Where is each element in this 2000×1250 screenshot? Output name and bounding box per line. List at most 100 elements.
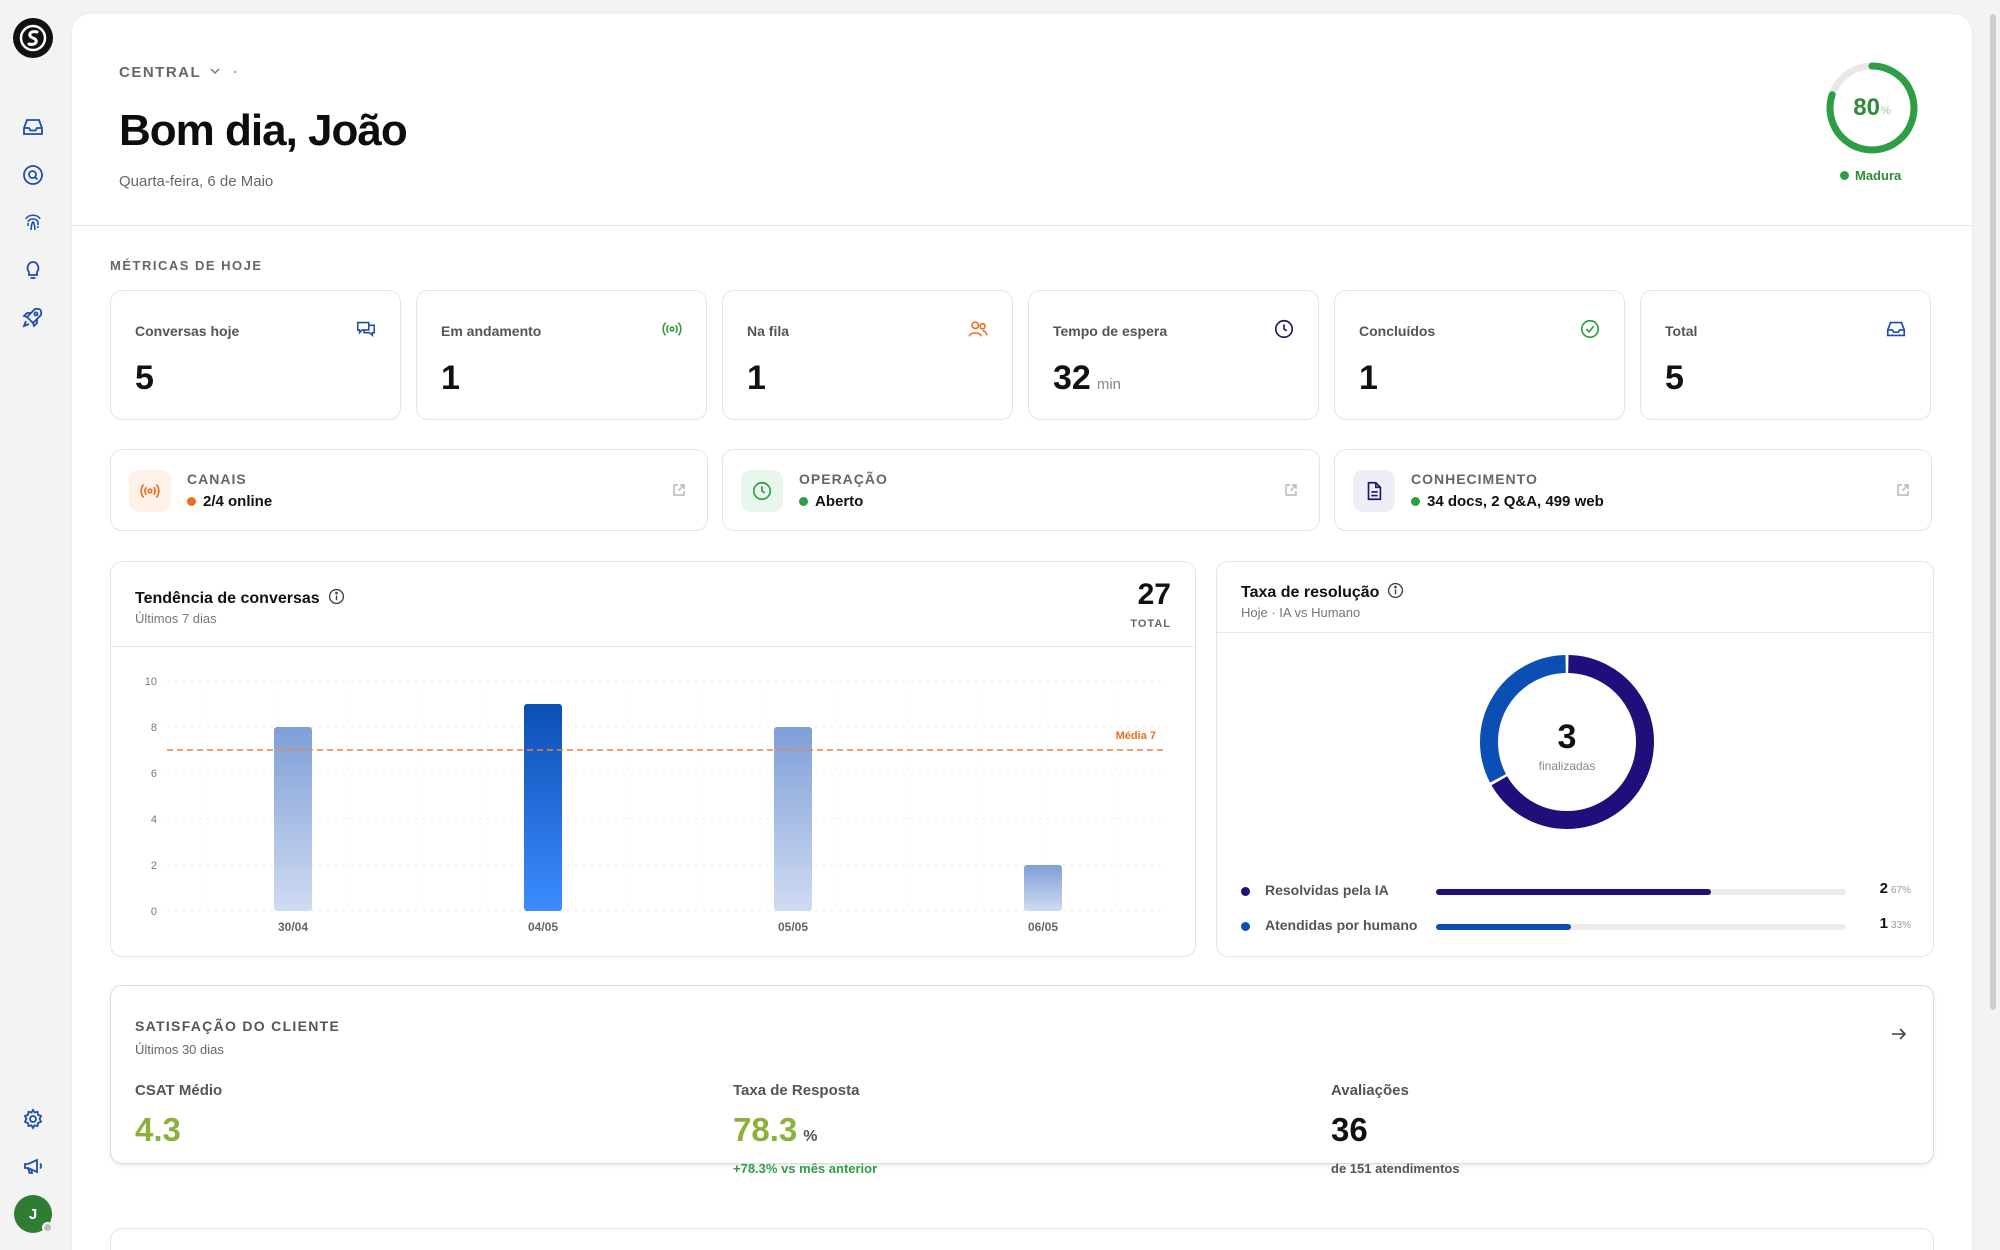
donut-segment[interactable] — [1491, 655, 1654, 829]
chart-bar[interactable] — [774, 727, 812, 911]
x-tick-label: 05/05 — [778, 920, 808, 934]
broadcast-icon — [129, 470, 171, 512]
y-tick-label: 4 — [151, 814, 157, 826]
resolution-row-ia: Resolvidas pela IA 2 67% — [1241, 880, 1911, 901]
chart-title: Tendência de conversas — [135, 588, 345, 610]
resolution-subtitle: Hoje · IA vs Humano — [1241, 605, 1361, 620]
satisfaction-subtitle: Últimos 30 dias — [135, 1042, 224, 1057]
inbox-icon — [1884, 317, 1908, 341]
maturity-value: 80% — [1853, 94, 1891, 121]
chart-subtitle: Últimos 7 dias — [135, 611, 217, 626]
metric-card-concluidos[interactable]: Concluídos 1 — [1334, 290, 1625, 420]
metric-label: Concluídos — [1359, 323, 1436, 339]
metrics-section-title: MÉTRICAS DE HOJE — [110, 258, 263, 273]
legend-dot — [1241, 887, 1250, 896]
kpi-note: de 151 atendimentos — [1331, 1161, 1460, 1176]
chart-bar[interactable] — [1024, 865, 1062, 911]
info-icon[interactable] — [328, 588, 345, 610]
clock-icon — [741, 470, 783, 512]
metric-card-conversas-hoje[interactable]: Conversas hoje 5 — [110, 290, 401, 420]
resolution-row-humano: Atendidas por humano 1 33% — [1241, 915, 1911, 936]
external-link-icon[interactable] — [1283, 482, 1301, 500]
status-value: Aberto — [799, 493, 863, 510]
rocket-icon[interactable] — [19, 303, 47, 331]
metric-value: 5 — [135, 359, 154, 397]
kpi-label: Avaliações — [1331, 1082, 1409, 1099]
maturity-gauge[interactable]: 80% — [1824, 60, 1920, 156]
x-tick-label: 30/04 — [278, 920, 308, 934]
status-title: OPERAÇÃO — [799, 471, 888, 487]
trend-chart: Média 7 0 2 4 6 8 10 30/04 04/05 05/05 06/05 — [145, 676, 1166, 934]
donut-center-label: finalizadas — [1538, 759, 1596, 773]
breadcrumb[interactable]: CENTRAL · — [119, 64, 240, 81]
chart-bar[interactable] — [274, 727, 312, 911]
divider — [111, 646, 1195, 647]
trend-chart-card: Tendência de conversas Últimos 7 dias 27… — [110, 561, 1196, 957]
sidebar: J — [0, 0, 68, 1250]
progress-fill — [1436, 889, 1711, 895]
current-date: Quarta-feira, 6 de Maio — [119, 173, 274, 190]
inbox-icon[interactable] — [19, 113, 47, 141]
scrollbar[interactable] — [1990, 14, 1996, 1010]
status-card-conhecimento[interactable]: CONHECIMENTO 34 docs, 2 Q&A, 499 web — [1334, 449, 1932, 531]
document-icon — [1353, 470, 1395, 512]
external-link-icon[interactable] — [1895, 482, 1913, 500]
satisfaction-card[interactable]: SATISFAÇÃO DO CLIENTE Últimos 30 dias CS… — [110, 985, 1934, 1176]
metric-card-em-andamento[interactable]: Em andamento 1 — [416, 290, 707, 420]
status-card-operacao[interactable]: OPERAÇÃO Aberto — [722, 449, 1320, 531]
lightbulb-icon[interactable] — [19, 256, 47, 284]
donut-segment[interactable] — [1480, 655, 1567, 783]
main-panel: CENTRAL · Bom dia, João Quarta-feira, 6 … — [72, 14, 1972, 1250]
metric-value: 1 — [1359, 359, 1378, 397]
y-tick-label: 2 — [151, 860, 157, 872]
resolution-label: Resolvidas pela IA — [1265, 882, 1389, 898]
kpi-label: CSAT Médio — [135, 1082, 223, 1099]
logo-icon[interactable] — [13, 18, 53, 58]
breadcrumb-separator: · — [233, 64, 240, 81]
resolution-label: Atendidas por humano — [1265, 917, 1418, 933]
kpi-value: 36 — [1331, 1111, 1368, 1148]
chat-icon — [354, 317, 378, 341]
fingerprint-icon[interactable] — [19, 208, 47, 236]
search-icon[interactable] — [19, 161, 47, 189]
chevron-down-icon — [209, 64, 221, 81]
external-link-icon[interactable] — [671, 482, 689, 500]
resolution-count: 1 33% — [1879, 915, 1911, 932]
metric-card-na-fila[interactable]: Na fila 1 — [722, 290, 1013, 420]
status-card-canais[interactable]: CANAIS 2/4 online — [110, 449, 708, 531]
gear-icon[interactable] — [19, 1105, 47, 1133]
next-card — [110, 1228, 1934, 1250]
status-title: CONHECIMENTO — [1411, 471, 1538, 487]
metric-label: Conversas hoje — [135, 323, 240, 339]
progress-fill — [1436, 924, 1572, 930]
y-tick-label: 8 — [151, 722, 157, 734]
y-tick-label: 6 — [151, 768, 157, 780]
metric-label: Em andamento — [441, 323, 542, 339]
broadcast-icon — [660, 317, 684, 341]
status-value: 34 docs, 2 Q&A, 499 web — [1411, 493, 1604, 510]
chart-total-value: 27 — [1137, 578, 1171, 611]
megaphone-icon[interactable] — [19, 1152, 47, 1180]
check-circle-icon — [1578, 317, 1602, 341]
clock-icon — [1272, 317, 1296, 341]
status-value: 2/4 online — [187, 493, 272, 510]
metric-card-tempo-de-espera[interactable]: Tempo de espera 32 min — [1028, 290, 1319, 420]
metric-label: Na fila — [747, 323, 790, 339]
chart-total-label: TOTAL — [1130, 618, 1171, 630]
status-title: CANAIS — [187, 471, 247, 487]
info-icon[interactable] — [1387, 582, 1404, 604]
satisfaction-title: SATISFAÇÃO DO CLIENTE — [135, 1018, 341, 1034]
metric-value: 1 — [441, 359, 460, 397]
arrow-right-icon[interactable] — [1889, 1024, 1909, 1044]
resolution-donut — [1480, 655, 1654, 829]
metric-card-total[interactable]: Total 5 — [1640, 290, 1931, 420]
chart-bar[interactable] — [524, 704, 562, 911]
kpi-response-rate: Taxa de Resposta 78.3% +78.3% vs mês ant… — [733, 1082, 877, 1176]
metric-value: 5 — [1665, 359, 1684, 397]
kpi-trend-note: +78.3% vs mês anterior — [733, 1161, 878, 1176]
breadcrumb-label: CENTRAL — [119, 64, 202, 81]
kpi-reviews: Avaliações 36 de 151 atendimentos — [1331, 1082, 1460, 1176]
kpi-value: 4.3 — [135, 1111, 181, 1148]
resolution-card: Taxa de resolução Hoje · IA vs Humano 3 … — [1216, 561, 1934, 957]
users-icon — [966, 317, 990, 341]
